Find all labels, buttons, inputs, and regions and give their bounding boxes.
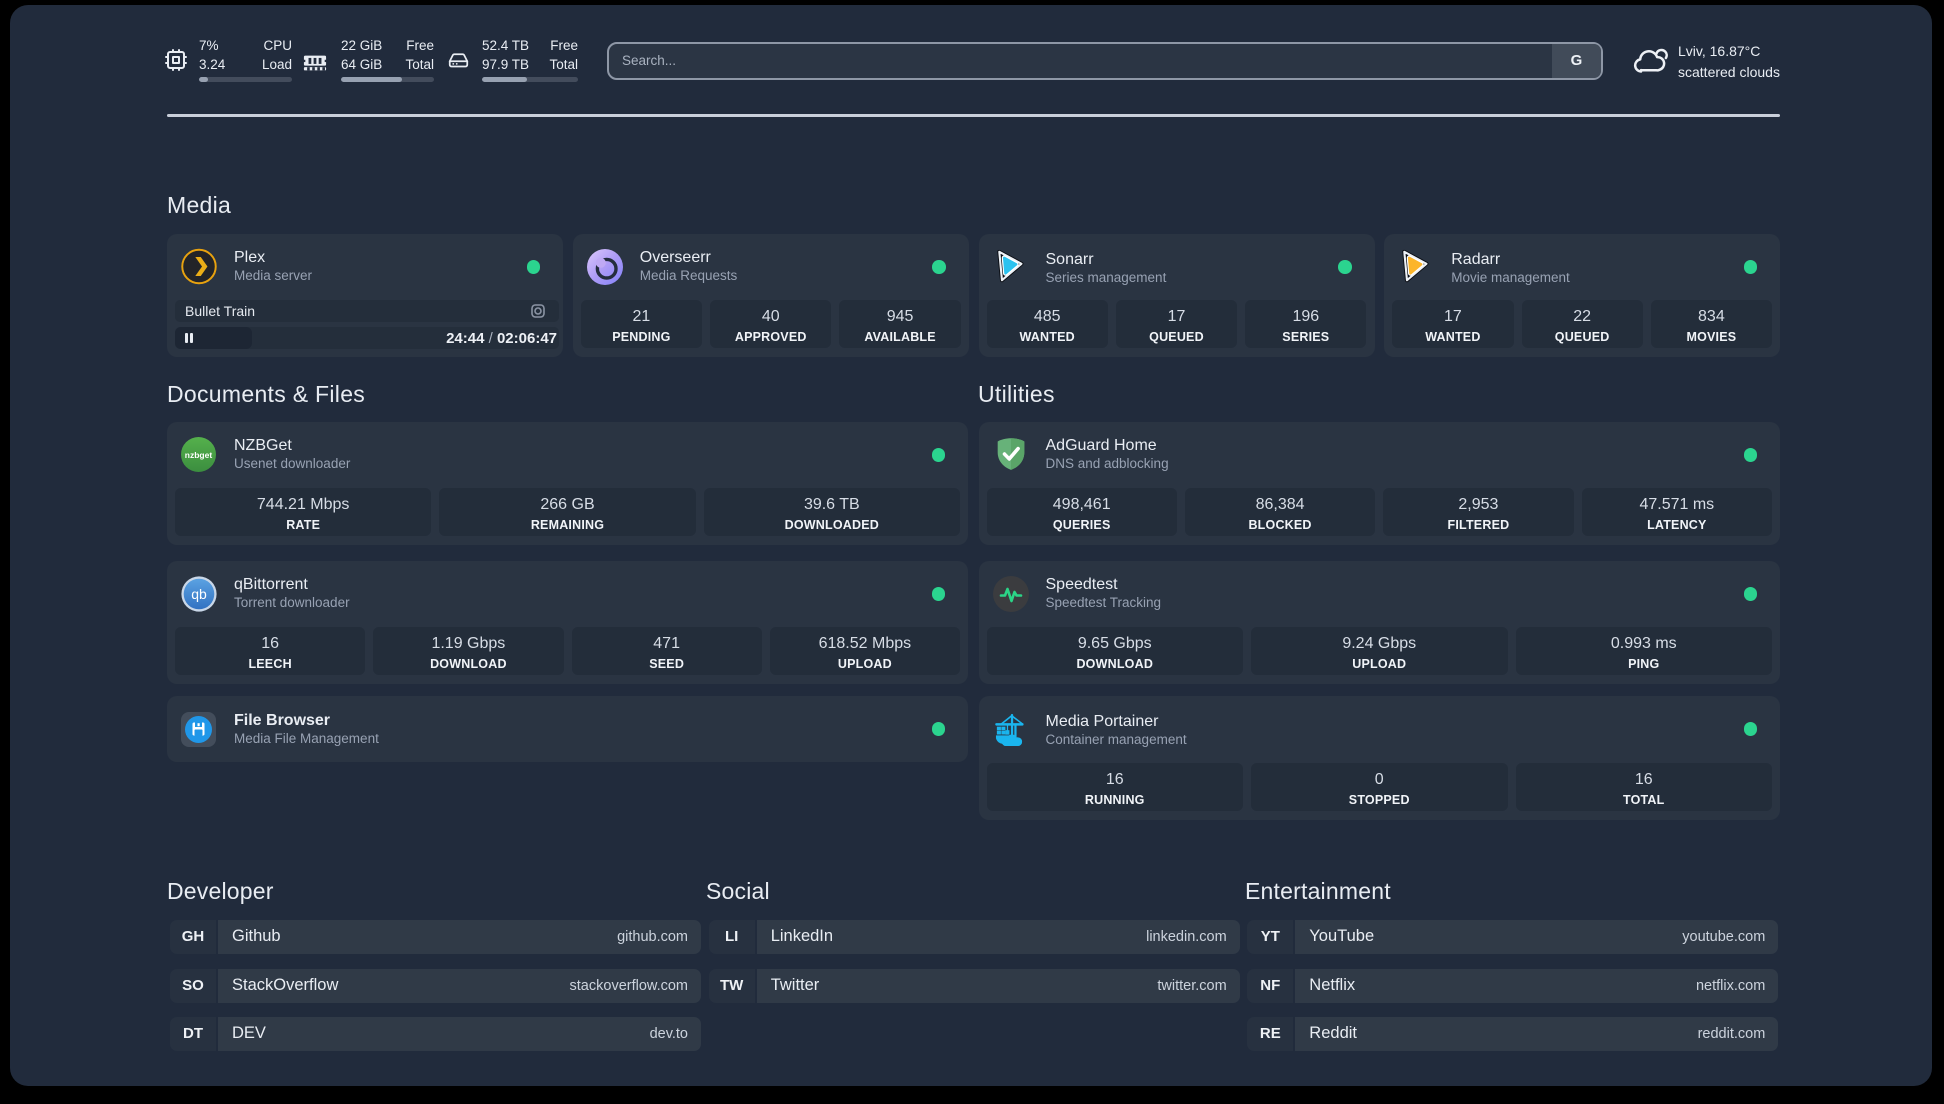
svg-text:nzbget: nzbget: [185, 450, 213, 460]
svg-text:qb: qb: [191, 586, 207, 602]
